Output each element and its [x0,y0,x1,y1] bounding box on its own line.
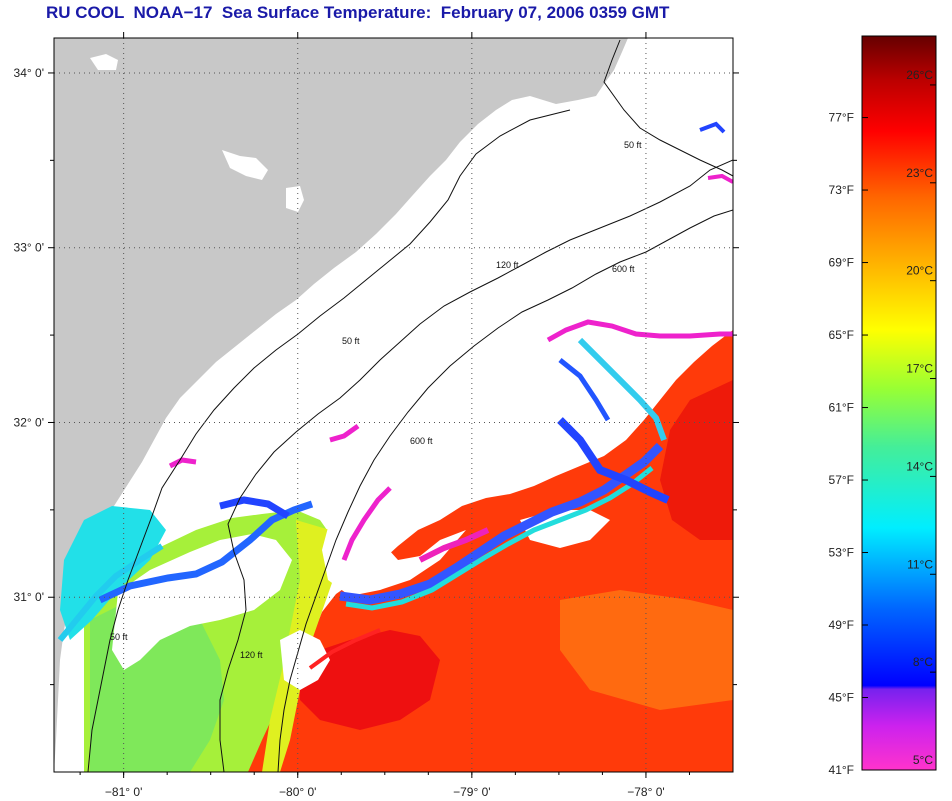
sst-front-edge [418,527,490,563]
contour-label-120ft: 120 ft [240,650,263,660]
cloud-mask [322,520,466,596]
sst-front-edge [699,121,726,134]
colorbar: 77°F 73°F 69°F 65°F 61°F 57°F 53°F 49°F 45°F 41°F… [829,35,937,777]
sst-front-edge [308,628,381,670]
sst-front-edge [557,417,670,504]
sst-front-edge [168,457,197,469]
colorbar-celsius-scale: 26°C 23°C 20°C 17°C 14°C 11°C 8°C 5°C [906,68,936,771]
colorbar-c-label: 14°C [906,459,933,473]
colorbar-f-label: 57°F [829,473,854,487]
sst-front-edge [219,496,290,520]
lat-tick-label: 34° 0' [14,66,44,80]
contour-50ft [603,39,733,177]
lon-tick-label: −78° 0' [627,785,664,799]
sst-front-edge [57,543,164,642]
cloud-mask [112,534,292,670]
colorbar-fahrenheit-scale: 77°F 73°F 69°F 65°F 61°F 57°F 53°F 49°F 45°F 41°F [829,111,868,777]
lat-tick-label: 31° 0' [14,590,44,604]
sst-front-edge [345,466,654,611]
lat-tick-label: 32° 0' [14,415,44,429]
inland-white-patch [286,186,304,212]
contour-120ft [219,159,733,772]
colorbar-f-label: 73°F [829,183,854,197]
page-title: RU COOL NOAA−17 Sea Surface Temperature:… [46,3,670,22]
contour-label-50ft: 50 ft [342,336,360,346]
colorbar-c-label: 8°C [913,655,933,669]
lon-tick-label: −81° 0' [105,785,142,799]
inland-white-patch [222,150,268,180]
cloud-mask [280,630,330,690]
colorbar-c-label: 17°C [906,362,933,376]
lon-tick-label: −80° 0' [279,785,316,799]
colorbar-c-label: 5°C [913,753,933,767]
lon-tick-label: −79° 0' [453,785,490,799]
contour-label-600ft: 600 ft [612,264,635,274]
inland-white-patch [90,54,118,70]
colorbar-gradient [861,35,937,771]
sst-front-edge [329,423,360,443]
colorbar-c-label: 20°C [906,264,933,278]
sst-front-edge [341,486,392,561]
colorbar-f-label: 77°F [829,111,854,125]
graticule [54,38,733,772]
colorbar-f-label: 45°F [829,691,854,705]
colorbar-c-label: 11°C [907,557,933,571]
map-frame [53,37,734,773]
sst-front-edge [707,173,733,184]
contour-label-50ft: 50 ft [624,140,642,150]
sst-front-edge [577,337,667,442]
contour-label-120ft: 120 ft [496,260,519,270]
contour-label-50ft: 50 ft [110,632,128,642]
colorbar-f-label: 41°F [829,763,854,777]
colorbar-f-label: 65°F [829,328,854,342]
sst-front-edge [558,358,611,422]
sst-front-edge [546,319,733,343]
contour-label-600ft: 600 ft [410,436,433,446]
lat-tick-label: 33° 0' [14,241,44,255]
sst-hot-region [660,380,733,540]
colorbar-f-label: 49°F [829,618,854,632]
sst-orange-region [560,590,733,710]
colorbar-f-label: 53°F [829,546,854,560]
land-mass [54,38,628,772]
sst-map[interactable] [53,37,734,773]
colorbar-f-label: 61°F [829,401,854,415]
colorbar-c-label: 26°C [906,68,933,82]
contour-600ft [277,209,733,772]
colorbar-c-label: 23°C [906,166,933,180]
contour-50ft [87,109,571,772]
sst-hot-region [300,630,440,730]
colorbar-f-label: 69°F [829,256,854,270]
axis-ticks: 34° 0' 33° 0' 32° 0' 31° 0' −81° 0' −80° 0' −7… [14,32,739,799]
